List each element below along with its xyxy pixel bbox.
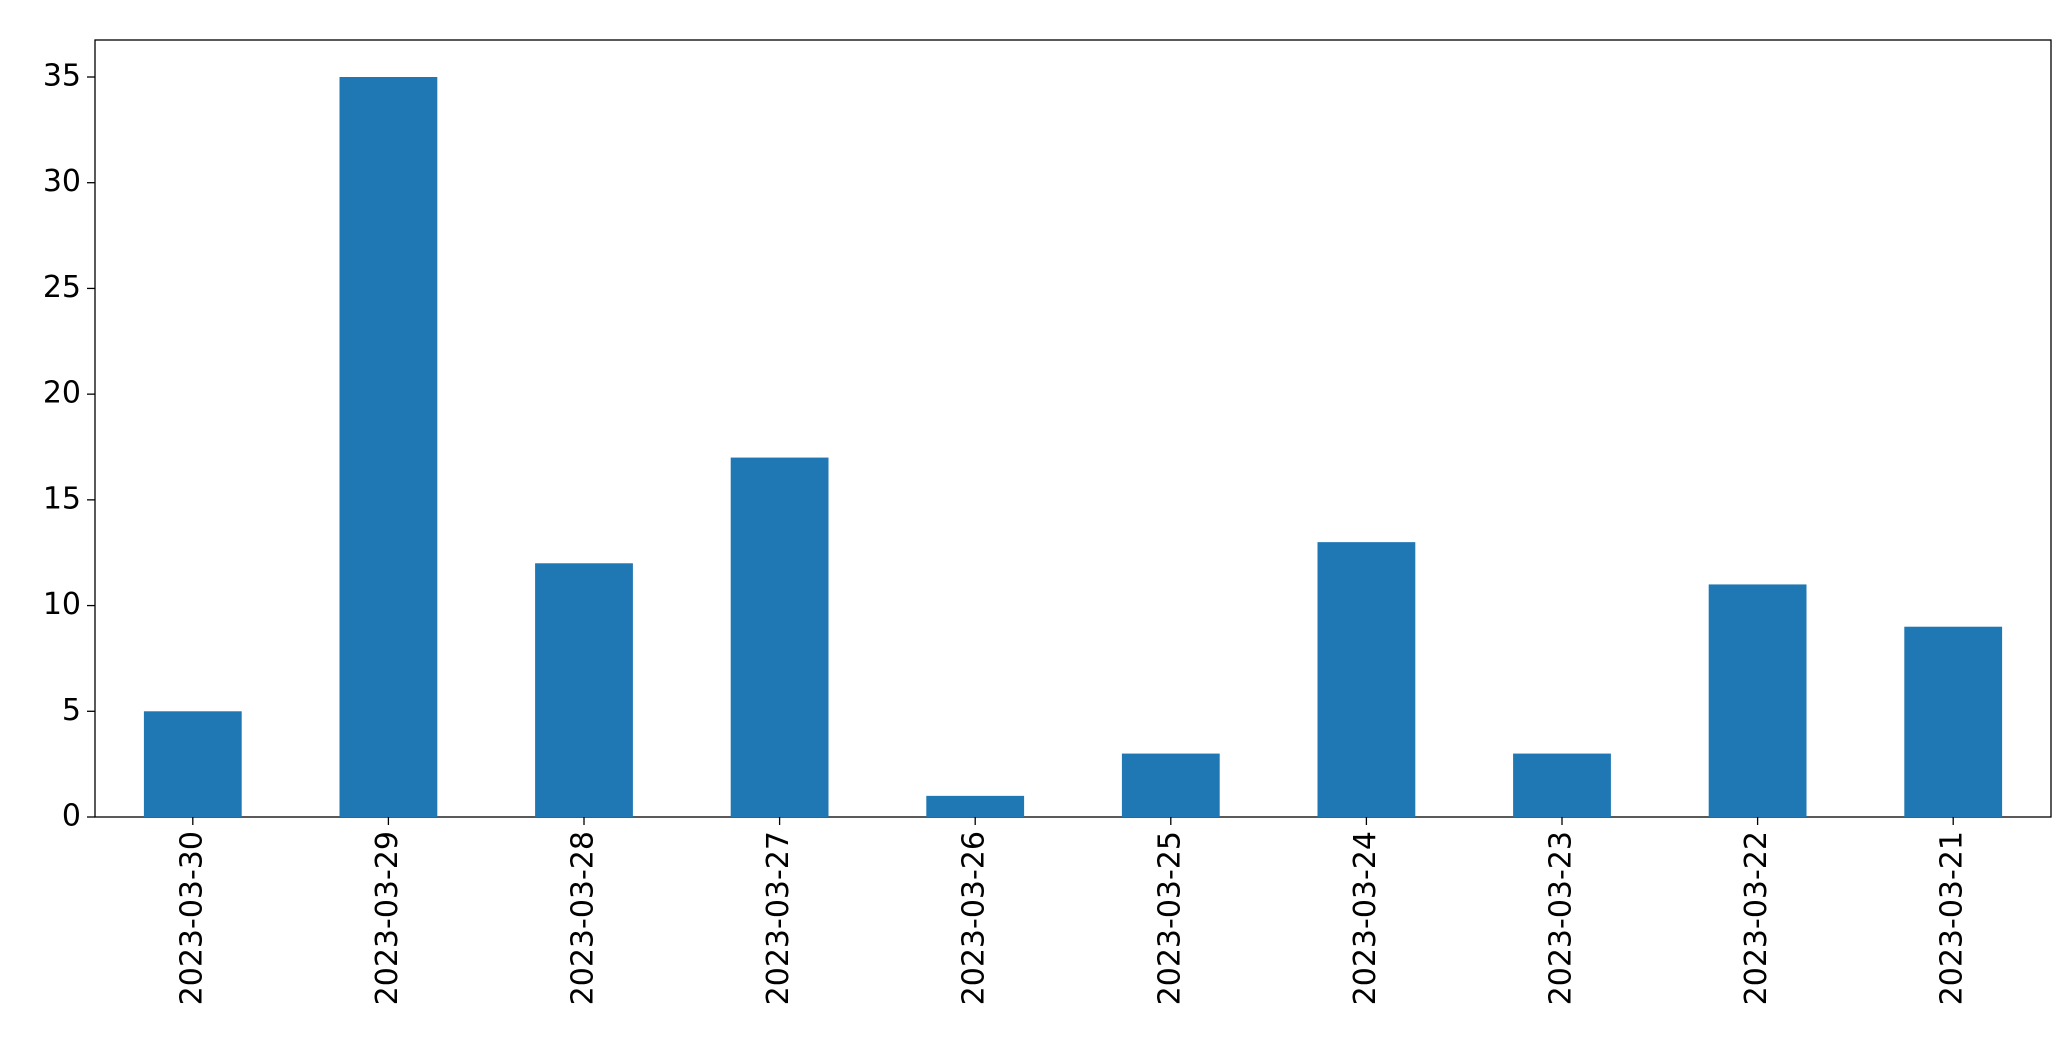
bar (535, 563, 633, 817)
x-tick-label: 2023-03-27 (761, 831, 796, 1005)
bar (730, 457, 829, 817)
bar (1904, 626, 2003, 817)
bar (1121, 753, 1220, 817)
x-tick-label: 2023-03-23 (1544, 831, 1579, 1005)
y-tick-label: 20 (43, 376, 81, 411)
y-tick-label: 35 (43, 59, 81, 94)
x-tick-label: 2023-03-24 (1348, 831, 1383, 1005)
bar (339, 77, 438, 817)
y-tick-label: 5 (62, 693, 81, 728)
axes-frame (94, 39, 2052, 818)
bar (926, 795, 1025, 817)
x-tick-label: 2023-03-21 (1935, 831, 1970, 1005)
x-tick-label: 2023-03-26 (957, 831, 992, 1005)
bar (1513, 753, 1611, 817)
x-tick-label: 2023-03-30 (174, 831, 209, 1005)
bar (1708, 584, 1807, 817)
x-tick-label: 2023-03-29 (370, 831, 405, 1005)
bar (143, 711, 242, 817)
x-tick-label: 2023-03-22 (1739, 831, 1774, 1005)
bar (1317, 542, 1416, 817)
x-tick-label: 2023-03-28 (566, 831, 601, 1005)
y-tick-label: 30 (43, 164, 81, 199)
y-tick-label: 10 (43, 587, 81, 622)
x-tick-label: 2023-03-25 (1152, 831, 1187, 1005)
y-tick-label: 0 (62, 799, 81, 834)
y-tick-label: 15 (43, 481, 81, 516)
y-tick-label: 25 (43, 270, 81, 305)
